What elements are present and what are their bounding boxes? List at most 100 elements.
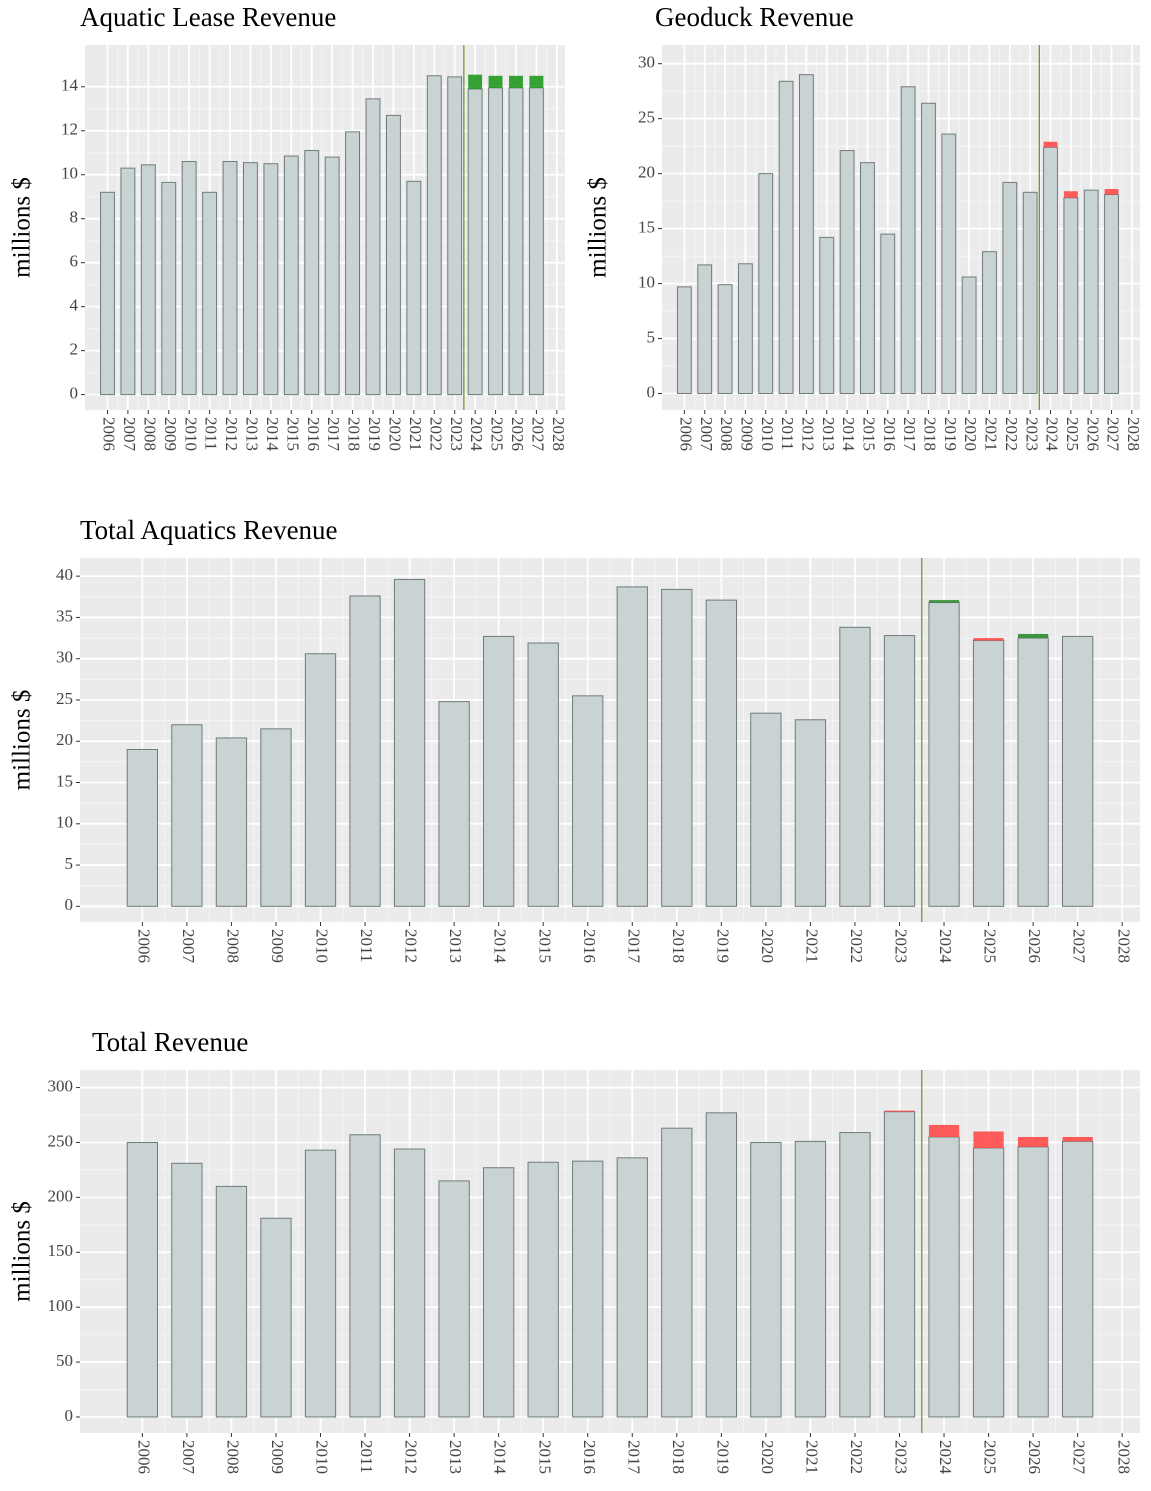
x-tick-label: 2007: [697, 417, 716, 452]
x-tick-label: 2022: [847, 929, 866, 963]
bar: [900, 86, 916, 395]
x-tick-label: 2006: [100, 417, 119, 451]
bar: [120, 167, 136, 396]
y-tick-label: 20: [638, 163, 655, 182]
x-tick-label: 2025: [981, 929, 1000, 963]
y-tick-label: 6: [70, 252, 79, 271]
x-tick-label: 2027: [528, 417, 547, 452]
bar: [140, 164, 156, 396]
x-tick-label: 2009: [268, 929, 287, 963]
y-tick-label: 150: [48, 1241, 74, 1260]
x-tick-label: 2022: [847, 1440, 866, 1474]
bar: [488, 87, 503, 396]
y-tick-label: 10: [61, 164, 78, 183]
chart-title: Geoduck Revenue: [655, 2, 854, 32]
x-tick-label: 2027: [1070, 929, 1089, 964]
y-axis-label: millions $: [9, 1201, 36, 1302]
change-segment: [973, 1131, 1004, 1148]
x-tick-label: 2027: [1070, 1440, 1089, 1475]
x-tick-label: 2011: [357, 1440, 376, 1473]
bar: [758, 173, 774, 395]
bar: [349, 1134, 381, 1418]
bar: [1022, 191, 1038, 395]
bar: [1104, 194, 1119, 395]
bar: [393, 578, 426, 907]
x-tick-label: 2019: [713, 1440, 732, 1474]
x-tick-label: 2008: [224, 929, 243, 963]
x-tick-label: 2018: [669, 1440, 688, 1474]
change-segment: [509, 75, 523, 88]
bar: [527, 1161, 559, 1418]
change-segment: [1062, 1136, 1093, 1142]
y-tick-label: 15: [56, 771, 73, 790]
x-tick-label: 2024: [936, 929, 955, 964]
bar: [100, 191, 115, 396]
x-tick-label: 2016: [580, 929, 599, 963]
change-segment: [1017, 1136, 1049, 1147]
bar: [697, 264, 713, 395]
bar: [839, 1132, 871, 1418]
bar: [304, 653, 337, 907]
y-tick-label: 300: [48, 1076, 74, 1095]
x-tick-label: 2023: [892, 1440, 911, 1474]
bar: [243, 162, 258, 396]
y-tick-label: 10: [638, 272, 655, 291]
bar: [860, 162, 875, 395]
bar: [1083, 189, 1099, 395]
x-tick-label: 2007: [120, 417, 139, 452]
y-tick-label: 200: [48, 1186, 74, 1205]
change-segment: [1104, 189, 1119, 195]
change-segment: [1063, 191, 1078, 198]
chart-title: Aquatic Lease Revenue: [80, 2, 336, 32]
x-tick-label: 2020: [961, 417, 980, 451]
x-tick-label: 2012: [402, 1440, 421, 1474]
bar: [794, 719, 827, 907]
bar: [215, 737, 248, 907]
bar: [528, 87, 544, 396]
y-tick-label: 50: [56, 1351, 73, 1370]
bar: [839, 626, 871, 907]
y-tick-label: 5: [647, 327, 656, 346]
y-tick-label: 0: [65, 895, 74, 914]
y-tick-label: 25: [56, 689, 73, 708]
x-tick-label: 2017: [324, 417, 343, 452]
x-tick-label: 2021: [803, 929, 822, 963]
bar: [426, 75, 442, 396]
x-tick-label: 2026: [1025, 1440, 1044, 1474]
y-tick-label: 0: [647, 382, 656, 401]
change-segment: [973, 638, 1004, 641]
chart-title: Total Revenue: [92, 1027, 248, 1057]
bar: [839, 150, 855, 395]
y-axis-label: millions $: [9, 177, 36, 278]
x-tick-label: 2028: [1114, 1440, 1133, 1474]
x-tick-label: 2018: [669, 929, 688, 963]
bar: [202, 191, 218, 396]
bar: [304, 150, 320, 396]
bar: [794, 1140, 827, 1418]
x-tick-label: 2015: [283, 417, 302, 451]
bar: [750, 1141, 782, 1418]
x-tick-label: 2026: [1025, 929, 1044, 963]
bar: [304, 1149, 337, 1418]
x-tick-label: 2006: [676, 417, 695, 451]
bar: [349, 595, 381, 907]
bar: [982, 251, 997, 395]
bar: [126, 1141, 158, 1418]
bar: [385, 114, 401, 396]
bar: [260, 728, 292, 907]
bar: [171, 1162, 203, 1418]
change-segment: [928, 600, 960, 603]
bar: [883, 635, 916, 907]
change-segment: [529, 75, 544, 88]
y-tick-label: 8: [70, 208, 79, 227]
x-tick-label: 2017: [900, 417, 919, 452]
bar: [778, 80, 794, 395]
y-tick-label: 25: [638, 108, 655, 127]
bar: [406, 180, 422, 396]
bar: [467, 88, 483, 396]
bar: [181, 161, 197, 396]
bar: [222, 161, 238, 396]
change-segment: [884, 1110, 915, 1112]
x-tick-label: 2022: [426, 417, 445, 451]
x-tick-label: 2020: [386, 417, 405, 451]
